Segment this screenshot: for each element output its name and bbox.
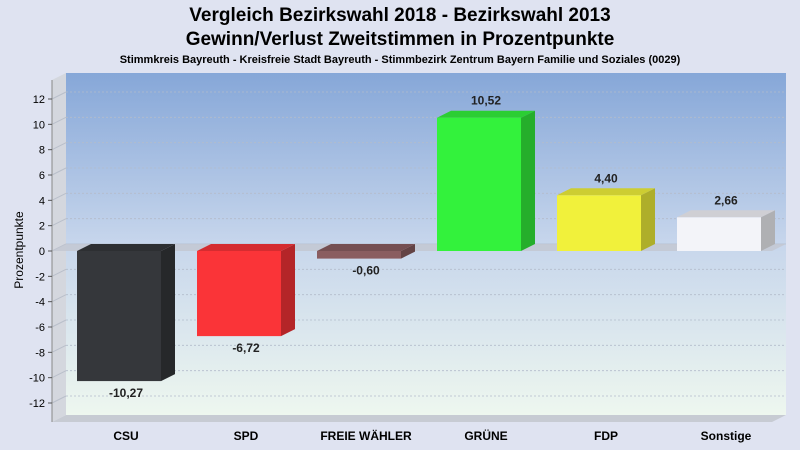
bar-freie-wähler xyxy=(317,244,415,259)
x-tick-label: SPD xyxy=(234,429,259,443)
data-label: 2,66 xyxy=(714,193,738,207)
data-label: -10,27 xyxy=(109,386,143,400)
bar-top xyxy=(557,188,655,196)
x-tick-label: CSU xyxy=(113,429,138,443)
labels: -10,27 CSU -6,72 SPD -0,60 FREIE WÄHLER 10,52 G… xyxy=(109,94,752,443)
y-tick-label: -4 xyxy=(35,297,45,309)
bars xyxy=(77,110,775,382)
bar-side xyxy=(161,244,175,382)
bar-spd xyxy=(197,244,295,337)
data-label: 4,40 xyxy=(594,171,618,185)
y-tick-label: -8 xyxy=(35,347,45,359)
bar-front xyxy=(77,251,161,382)
bar-side xyxy=(521,110,535,251)
y-tick-label: 2 xyxy=(39,221,45,233)
bar-front xyxy=(437,117,521,251)
y-tick-label: 6 xyxy=(39,170,45,182)
grid-line-diag xyxy=(51,294,67,303)
y-tick-label: 4 xyxy=(39,195,45,207)
bar-top xyxy=(317,244,415,251)
grid-line-diag xyxy=(51,319,67,328)
chart-subtitle: Gewinn/Verlust Zweitstimmen in Prozentpu… xyxy=(185,29,615,50)
y-tick-label: 10 xyxy=(33,119,45,131)
x-tick-label: FDP xyxy=(594,429,618,443)
y-tick-label: 12 xyxy=(33,94,45,106)
bar-side xyxy=(641,188,655,251)
grid-line-diag xyxy=(51,142,67,151)
plot-floor xyxy=(52,415,786,422)
bar-top xyxy=(437,110,535,118)
grid-line-diag xyxy=(51,167,67,176)
bar-top xyxy=(197,244,295,251)
chart-title: Vergleich Bezirkswahl 2018 - Bezirkswahl… xyxy=(189,5,611,26)
y-tick-label: 0 xyxy=(39,246,45,258)
bar-front xyxy=(317,251,401,259)
bar-front xyxy=(677,217,761,251)
data-label: 10,52 xyxy=(471,94,501,108)
bar-top xyxy=(677,210,775,218)
bar-grüne xyxy=(437,110,535,251)
bar-side xyxy=(401,244,415,259)
x-tick-label: GRÜNE xyxy=(464,428,507,443)
grid-line-diag xyxy=(51,116,67,125)
bar-csu xyxy=(77,244,175,382)
data-label: -0,60 xyxy=(352,264,380,278)
bar-side xyxy=(761,210,775,251)
grid-line-diag xyxy=(51,192,67,201)
grid-line-diag xyxy=(51,91,67,100)
bar-side xyxy=(281,244,295,337)
bar-top xyxy=(77,244,175,251)
data-label: -6,72 xyxy=(232,341,260,355)
y-axis: 12 10 8 6 4 2 0 -2 -4 -6 -8 -10 -12 xyxy=(29,80,53,422)
grid-line-diag xyxy=(51,218,67,227)
x-tick-label: FREIE WÄHLER xyxy=(320,428,412,443)
y-tick-label: -2 xyxy=(35,271,45,283)
x-tick-label: Sonstige xyxy=(701,429,752,443)
chart-caption: Stimmkreis Bayreuth - Kreisfreie Stadt B… xyxy=(119,54,681,66)
grid-line-diag xyxy=(51,268,67,277)
y-tick-label: -10 xyxy=(29,373,45,385)
y-tick-label: -12 xyxy=(29,398,45,410)
bar-sonstige xyxy=(677,210,775,251)
y-tick-label: 8 xyxy=(39,145,45,157)
y-tick-label: -6 xyxy=(35,322,45,334)
grid-line-diag xyxy=(51,395,67,404)
bar-front xyxy=(197,251,281,337)
bar-front xyxy=(557,195,641,251)
bar-fdp xyxy=(557,188,655,251)
grid-line-diag xyxy=(51,370,67,379)
grid-line-diag xyxy=(51,344,67,353)
